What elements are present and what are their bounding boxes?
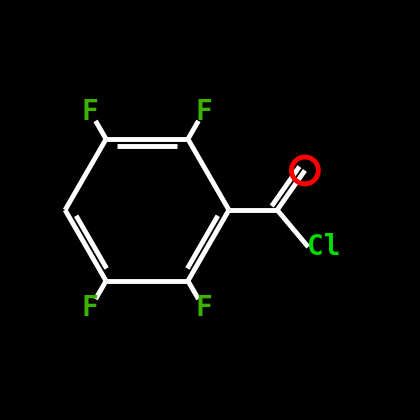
Text: Cl: Cl [307,233,341,261]
Text: F: F [82,294,99,322]
Text: F: F [82,98,99,126]
Text: F: F [195,294,212,322]
Text: F: F [195,98,212,126]
